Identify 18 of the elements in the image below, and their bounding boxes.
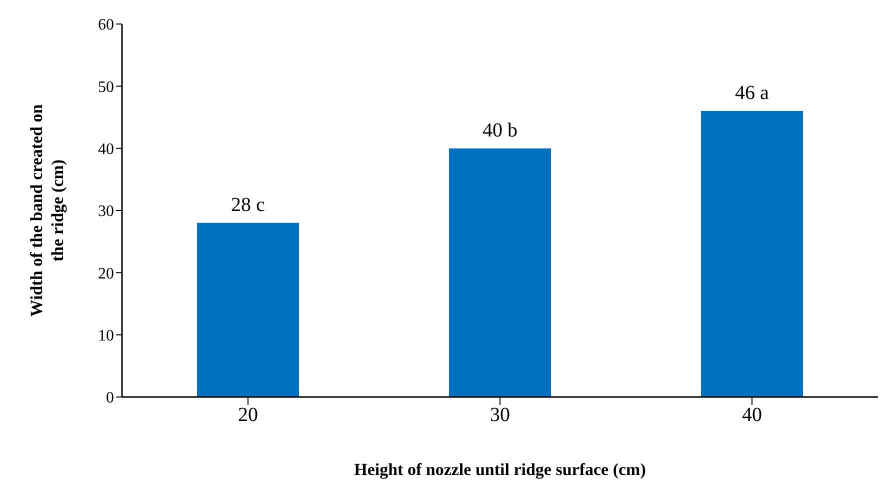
- y-tick-label: 50: [98, 78, 114, 96]
- x-tick-label: 40: [742, 404, 762, 426]
- bar: [449, 148, 551, 397]
- x-axis-title: Height of nozzle until ridge surface (cm): [354, 460, 646, 479]
- y-tick-label: 60: [98, 16, 114, 34]
- data-label: 40 b: [482, 119, 518, 142]
- x-tick-label: 20: [238, 404, 258, 426]
- bar: [197, 222, 299, 397]
- x-tick-label: 30: [490, 404, 510, 426]
- y-axis-title: Width of the band created on the ridge (cm): [27, 104, 67, 317]
- bar: [701, 111, 803, 397]
- y-tick-label: 10: [98, 328, 114, 345]
- y-tick-label: 30: [98, 203, 114, 220]
- y-tick-label: 0: [106, 390, 114, 407]
- data-label: 46 a: [735, 82, 770, 104]
- y-tick-label: 40: [98, 141, 114, 158]
- data-label: 28 c: [231, 194, 266, 216]
- y-tick-label: 20: [98, 265, 114, 282]
